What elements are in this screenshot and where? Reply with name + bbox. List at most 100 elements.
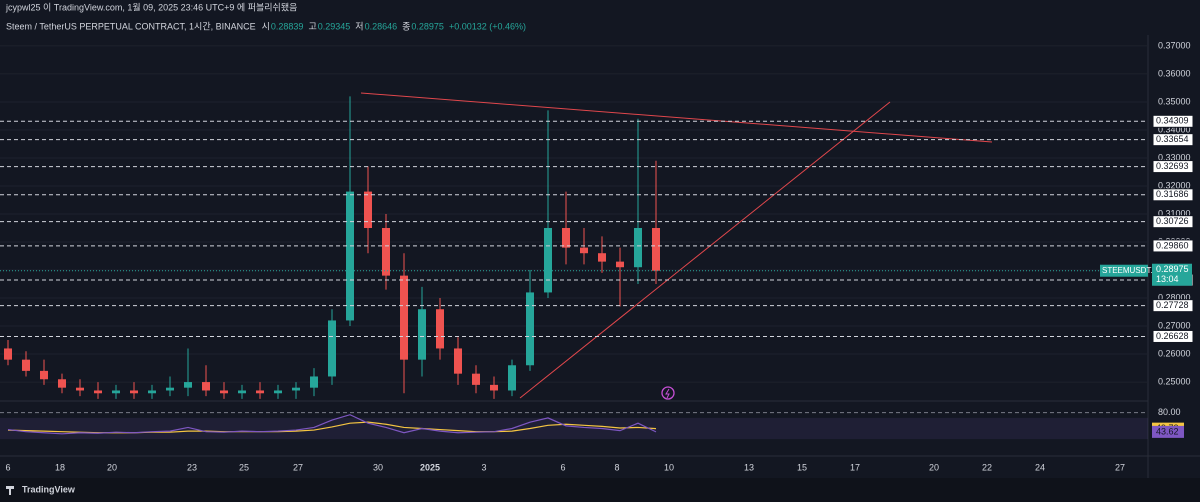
footer-logo: TradingView <box>22 484 76 494</box>
candle-body <box>382 228 390 276</box>
y-tick-label: 0.31000 <box>1158 208 1191 218</box>
candle-body <box>238 390 246 394</box>
x-tick-label: 6 <box>5 462 10 472</box>
y-tick-label: 0.28000 <box>1158 292 1191 302</box>
level-tag <box>1152 299 1194 313</box>
x-tick-label: 2025 <box>420 462 440 472</box>
candle-body <box>112 390 120 394</box>
rsi-label: 43.62 <box>1156 426 1179 436</box>
candle-body <box>400 275 408 360</box>
ohlc-value: 0.28646 <box>365 21 398 31</box>
header: jcypwl25 이 TradingView.com, 1월 09, 2025 … <box>5 1 297 12</box>
x-tick-label: 30 <box>373 462 383 472</box>
candle-body <box>256 390 264 394</box>
candle-body <box>184 382 192 388</box>
level-label: 0.27728 <box>1156 300 1189 310</box>
alert-icon <box>661 386 675 400</box>
x-tick-label: 20 <box>929 462 939 472</box>
level-label: 0.29860 <box>1156 240 1189 250</box>
countdown-label: 13:04 <box>1156 274 1179 284</box>
x-tick-label: 24 <box>1035 462 1045 472</box>
level-tag <box>1152 329 1194 343</box>
x-tick-label: 6 <box>560 462 565 472</box>
footer-bar <box>0 478 1200 502</box>
logo-icon <box>6 486 14 495</box>
candle-body <box>220 390 228 394</box>
candle-body <box>202 382 210 391</box>
y-tick-label: 0.27000 <box>1158 320 1191 330</box>
candle-body <box>580 247 588 254</box>
symbol-tag <box>1100 264 1148 277</box>
ohlc-label: 고 <box>308 21 316 31</box>
candle-body <box>544 228 552 293</box>
y-tick-label: 0.34000 <box>1158 124 1191 134</box>
candle-body <box>652 228 660 271</box>
candle-body <box>436 309 444 349</box>
candle-body <box>454 348 462 374</box>
x-tick-label: 17 <box>850 462 860 472</box>
x-tick-label: 8 <box>614 462 619 472</box>
candle-body <box>472 373 480 385</box>
level-tag <box>1152 114 1194 128</box>
rsi-tag <box>1152 425 1184 438</box>
candle-body <box>58 379 66 388</box>
rsi-tick-label: 80.00 <box>1158 407 1181 417</box>
candle-body <box>526 292 534 366</box>
candle-body <box>310 376 318 388</box>
y-tick-label: 0.36000 <box>1158 68 1191 78</box>
level-tag <box>1152 133 1194 147</box>
change: +0.00132 (+0.46%) <box>449 21 526 31</box>
symbol-label: STEEMUSDT.P <box>1102 266 1158 275</box>
candle-body <box>94 390 102 394</box>
candle-body <box>598 253 606 262</box>
y-tick-label: 0.33000 <box>1158 152 1191 162</box>
y-tick-label: 0.35000 <box>1158 96 1191 106</box>
level-label: 0.31686 <box>1156 189 1189 199</box>
candle-body <box>4 348 12 360</box>
level-label: 0.30726 <box>1156 216 1189 226</box>
x-tick-label: 13 <box>744 462 754 472</box>
level-tag <box>1152 215 1194 229</box>
candle-body <box>490 384 498 391</box>
trend-line <box>519 101 891 399</box>
rsi <box>7 414 657 435</box>
y-tick-label: 0.26000 <box>1158 348 1191 358</box>
x-tick-label: 18 <box>55 462 65 472</box>
x-tick-label: 15 <box>797 462 807 472</box>
rsi-band <box>0 417 1148 440</box>
y-tick-label: 0.32000 <box>1158 180 1191 190</box>
candle-body <box>130 390 138 394</box>
plot <box>0 45 1148 399</box>
level-label: 0.32693 <box>1156 161 1189 171</box>
level-tag <box>1152 239 1194 253</box>
x-tick-label: 23 <box>187 462 197 472</box>
candle-body <box>76 387 84 391</box>
x-tick-label: 25 <box>239 462 249 472</box>
alert-bolt <box>665 388 670 399</box>
ohlc-label: 저 <box>355 21 363 31</box>
level-label: 0.34309 <box>1156 116 1189 126</box>
candle-body <box>148 390 156 394</box>
candle-body <box>508 365 516 391</box>
x-tick-label: 22 <box>982 462 992 472</box>
level-label: 0.33654 <box>1156 134 1189 144</box>
price-label: 0.28975 <box>1156 264 1189 274</box>
price-tag <box>1152 263 1192 286</box>
candle-body <box>418 309 426 360</box>
candle-body <box>634 228 642 268</box>
candle-body <box>346 191 354 321</box>
trend-line <box>360 92 993 143</box>
y-tick-label: 0.25000 <box>1158 376 1191 386</box>
y-tick-label: 0.37000 <box>1158 40 1191 50</box>
ohlc-value: 0.28839 <box>271 21 304 31</box>
x-tick-label: 20 <box>107 462 117 472</box>
candle-body <box>562 228 570 248</box>
level-label: 0.26628 <box>1156 331 1189 341</box>
ohlc-value: 0.28975 <box>411 21 444 31</box>
candle-body <box>166 387 174 391</box>
candle-body <box>22 359 30 371</box>
ohlc-value: 0.29345 <box>318 21 351 31</box>
